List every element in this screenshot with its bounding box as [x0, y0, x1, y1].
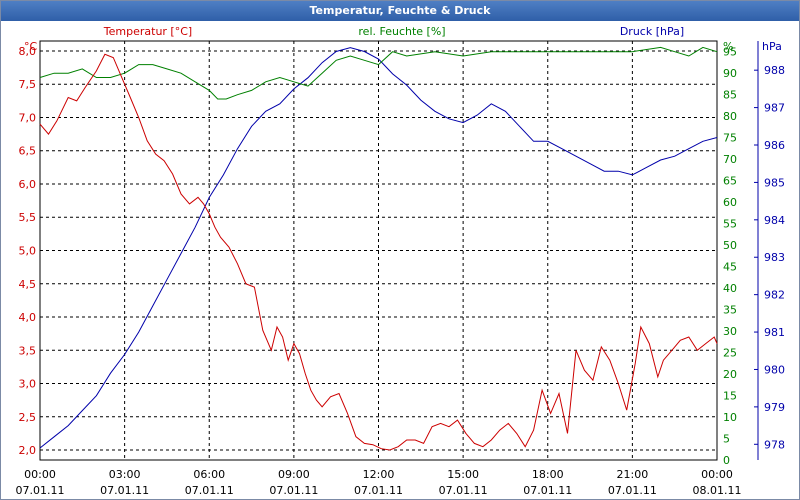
- pressure-tick-label: 983: [764, 251, 785, 264]
- temperature-tick-label: 4,0: [19, 311, 37, 324]
- humidity-tick-label: 5: [723, 433, 730, 446]
- humidity-tick-label: 60: [723, 196, 737, 209]
- x-tick-time: 15:00: [447, 468, 479, 481]
- humidity-tick-label: 45: [723, 261, 737, 274]
- x-tick-date: 07.01.11: [523, 484, 572, 497]
- humidity-tick-label: 50: [723, 239, 737, 252]
- temperature-tick-label: 2,0: [19, 444, 37, 457]
- temperature-tick-label: 6,0: [19, 178, 37, 191]
- humidity-tick-label: 35: [723, 304, 737, 317]
- x-tick-time: 21:00: [617, 468, 649, 481]
- pressure-series-line: [39, 47, 718, 449]
- x-tick-time: 00:00: [701, 468, 733, 481]
- humidity-tick-label: 0: [723, 454, 730, 467]
- pressure-series-label: Druck [hPa]: [620, 25, 684, 38]
- temperature-tick-label: 5,0: [19, 245, 37, 258]
- humidity-tick-label: 75: [723, 132, 737, 145]
- pressure-tick-label: 984: [764, 214, 785, 227]
- pressure-tick-label: 979: [764, 401, 785, 414]
- x-tick-date: 07.01.11: [354, 484, 403, 497]
- pressure-tick-label: 980: [764, 363, 785, 376]
- x-tick-time: 09:00: [278, 468, 310, 481]
- humidity-tick-label: 15: [723, 390, 737, 403]
- x-tick-time: 03:00: [109, 468, 141, 481]
- humidity-tick-label: 90: [723, 67, 737, 80]
- pressure-tick-label: 981: [764, 326, 785, 339]
- pressure-tick-label: 978: [764, 438, 785, 451]
- humidity-tick-label: 55: [723, 218, 737, 231]
- x-tick-date: 07.01.11: [439, 484, 488, 497]
- temperature-series-label: Temperatur [°C]: [103, 25, 192, 38]
- humidity-tick-label: 80: [723, 110, 737, 123]
- humidity-unit-label: %: [723, 40, 733, 53]
- pressure-tick-label: 988: [764, 64, 785, 77]
- temperature-tick-label: 8,0: [19, 45, 37, 58]
- temperature-tick-label: 3,5: [19, 344, 37, 357]
- x-tick-date: 07.01.11: [100, 484, 149, 497]
- humidity-tick-label: 40: [723, 282, 737, 295]
- temperature-tick-label: 6,5: [19, 145, 37, 158]
- temperature-tick-label: 5,5: [19, 211, 37, 224]
- x-tick-date: 07.01.11: [269, 484, 318, 497]
- humidity-tick-label: 20: [723, 368, 737, 381]
- humidity-series-line: [39, 46, 718, 100]
- temperature-tick-label: 7,0: [19, 111, 37, 124]
- humidity-series-label: rel. Feuchte [%]: [358, 25, 445, 38]
- humidity-tick-label: 65: [723, 175, 737, 188]
- window-title: Temperatur, Feuchte & Druck: [1, 1, 799, 21]
- pressure-tick-label: 987: [764, 102, 785, 115]
- humidity-tick-label: 70: [723, 153, 737, 166]
- humidity-tick-label: 30: [723, 325, 737, 338]
- humidity-tick-label: 25: [723, 347, 737, 360]
- pressure-tick-label: 986: [764, 139, 785, 152]
- humidity-tick-label: 10: [723, 411, 737, 424]
- x-tick-date: 08.01.11: [693, 484, 742, 497]
- x-tick-time: 06:00: [193, 468, 225, 481]
- x-tick-time: 00:00: [24, 468, 56, 481]
- temperature-series-line: [39, 53, 718, 451]
- humidity-tick-label: 85: [723, 89, 737, 102]
- pressure-tick-label: 982: [764, 289, 785, 302]
- pressure-unit-label: hPa: [762, 40, 782, 53]
- temperature-tick-label: 3,0: [19, 378, 37, 391]
- temperature-tick-label: 7,5: [19, 78, 37, 91]
- x-tick-date: 07.01.11: [185, 484, 234, 497]
- temperature-tick-label: 4,5: [19, 278, 37, 291]
- temperature-tick-label: 2,5: [19, 411, 37, 424]
- x-tick-date: 07.01.11: [16, 484, 65, 497]
- x-tick-time: 18:00: [532, 468, 564, 481]
- x-tick-time: 12:00: [363, 468, 395, 481]
- humidity-tick-label: 95: [723, 46, 737, 59]
- x-tick-date: 07.01.11: [608, 484, 657, 497]
- pressure-tick-label: 985: [764, 176, 785, 189]
- temperature-unit-label: °C: [24, 40, 38, 53]
